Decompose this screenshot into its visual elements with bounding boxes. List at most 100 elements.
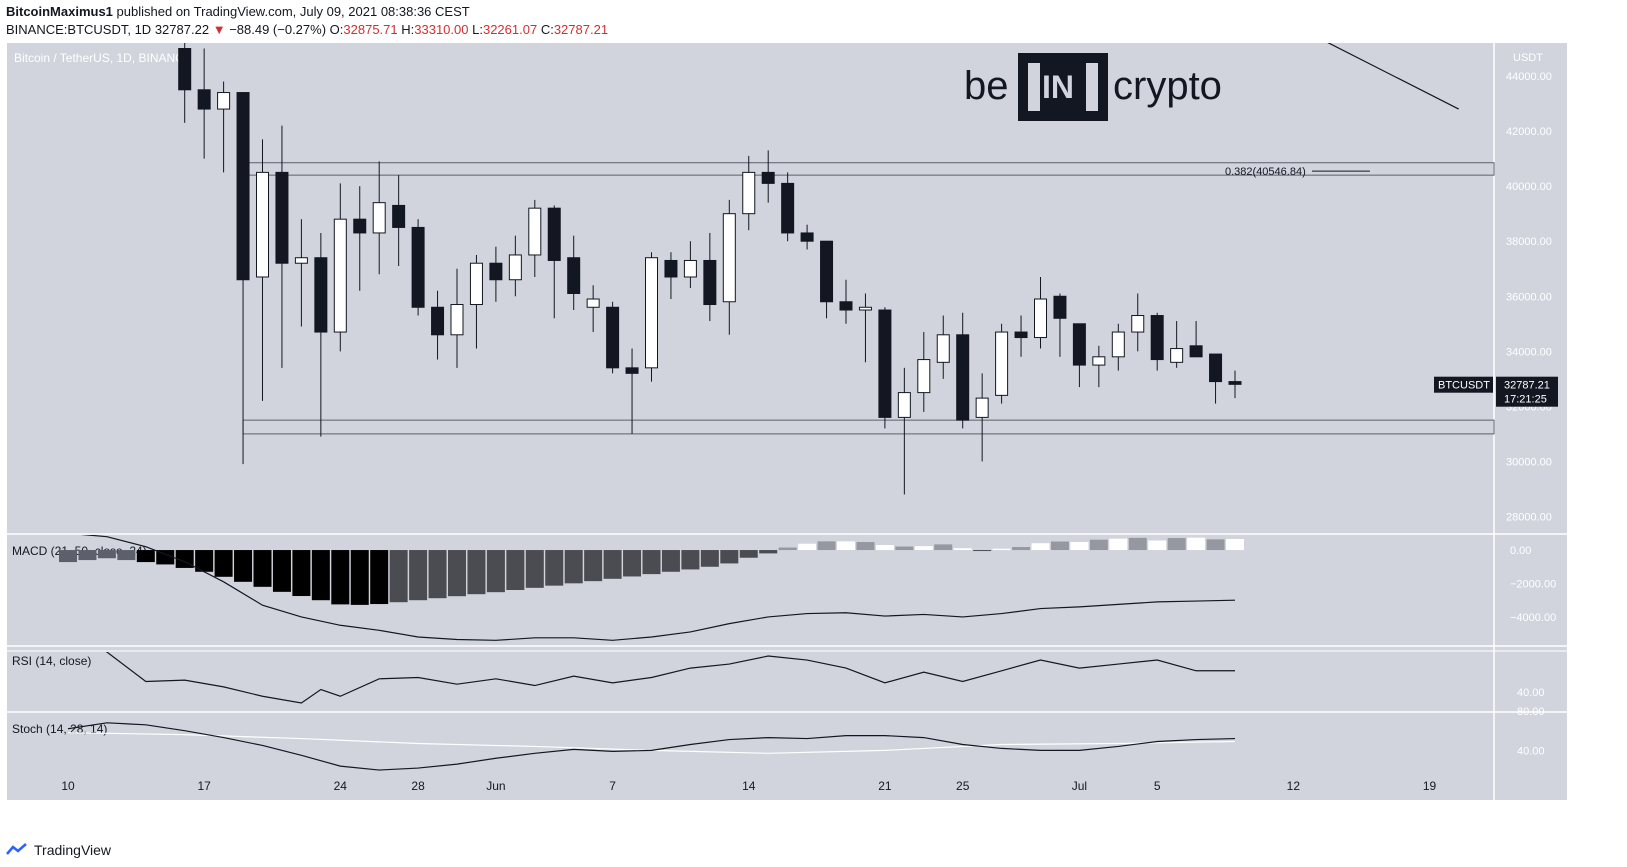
- candle: [878, 307, 892, 429]
- macd-histogram-bar: [195, 550, 214, 572]
- macd-histogram-bar: [1089, 539, 1108, 551]
- candle: [1092, 345, 1106, 388]
- candle: [547, 205, 561, 319]
- x-tick-label: 24: [334, 779, 348, 793]
- open-label: O:: [329, 22, 344, 37]
- candle-body-down: [197, 89, 211, 110]
- fib-label: 0.382(40546.84): [1225, 166, 1306, 178]
- candle: [1053, 293, 1067, 357]
- candle-body-down: [1072, 323, 1086, 366]
- macd-histogram-bar: [778, 547, 797, 551]
- candle: [995, 323, 1009, 404]
- symbol-label: BINANCE:BTCUSDT, 1D: [6, 22, 152, 37]
- macd-histogram-bar: [234, 550, 253, 582]
- price-tick-label: 36000.00: [1506, 291, 1552, 303]
- candle: [508, 235, 522, 297]
- macd-histogram-bar: [1167, 538, 1186, 551]
- macd-histogram-bar: [953, 548, 972, 551]
- price-tick-label: 38000.00: [1506, 236, 1552, 248]
- candle-body-up: [858, 306, 872, 311]
- candle-body-down: [956, 334, 970, 421]
- candle: [236, 92, 250, 465]
- candle-body-up: [683, 259, 697, 278]
- macd-histogram-bar: [1148, 540, 1167, 551]
- logo-be: be: [964, 64, 1009, 108]
- candle-body-down: [761, 171, 775, 184]
- candle: [625, 348, 639, 434]
- candle: [217, 81, 231, 173]
- candle-body-up: [1131, 315, 1145, 333]
- macd-histogram-bar: [895, 546, 914, 551]
- candle-body-down: [878, 309, 892, 418]
- macd-histogram-bar: [798, 543, 817, 551]
- candle-body-down: [664, 259, 678, 278]
- candle-body-down: [781, 182, 795, 234]
- symbol-tag: BTCUSDT: [1438, 380, 1490, 392]
- candle: [1189, 321, 1203, 358]
- macd-histogram-bar: [409, 550, 428, 601]
- macd-histogram-bar: [370, 550, 389, 605]
- macd-histogram-bar: [1012, 547, 1031, 551]
- candle-body-up: [469, 262, 483, 306]
- candle-body-down: [1189, 345, 1203, 358]
- tradingview-brand[interactable]: TradingView: [34, 842, 112, 858]
- price-chart[interactable]: USDT 44000.00 42000.00 40000.00 38000.00 3600…: [0, 0, 1627, 840]
- candle-body-up: [917, 359, 931, 394]
- candle: [1111, 323, 1125, 371]
- candle: [567, 235, 581, 311]
- candle-body-down: [314, 257, 328, 333]
- candle: [820, 240, 834, 319]
- candle-body-up: [333, 218, 347, 333]
- candle-body-down: [353, 218, 367, 234]
- macd-histogram-bar: [389, 550, 408, 603]
- ohlc-bar: BINANCE:BTCUSDT, 1D 32787.22 ▼ −88.49 (−…: [6, 22, 608, 37]
- rsi-line: [105, 652, 1235, 704]
- last-price-tag-bg: [1496, 376, 1558, 407]
- macd-histogram-bar: [448, 550, 466, 597]
- x-tick-label: 19: [1423, 779, 1437, 793]
- candle-body-down: [547, 207, 561, 261]
- candle-body-down: [392, 204, 406, 228]
- candle-body-down: [1150, 315, 1164, 361]
- x-tick-label: 5: [1154, 779, 1161, 793]
- macd-histogram-bar: [136, 550, 155, 563]
- stoch-tick-label: 40.00: [1517, 745, 1545, 757]
- macd-histogram-bar: [253, 550, 272, 587]
- candle: [1131, 293, 1145, 352]
- candle: [839, 279, 853, 324]
- macd-histogram-bar: [292, 550, 311, 597]
- candle-body-down: [606, 306, 620, 369]
- candle-body-up: [372, 202, 386, 234]
- macd-histogram-bar: [97, 550, 116, 559]
- candle-body-down: [411, 226, 425, 308]
- candle-body-up: [528, 207, 542, 256]
- macd-histogram-bar: [1070, 542, 1089, 551]
- macd-histogram-bar: [1187, 537, 1206, 551]
- macd-line: [80, 535, 1236, 641]
- price-tick-label: 40000.00: [1506, 181, 1552, 193]
- x-tick-label: 7: [609, 779, 616, 793]
- candle-body-up: [995, 331, 1009, 396]
- candle-body-down: [1053, 295, 1067, 319]
- macd-histogram-bar: [817, 541, 836, 551]
- candle-body-up: [217, 92, 231, 110]
- candle-body-up: [936, 334, 950, 363]
- candle-body-up: [450, 304, 464, 336]
- macd-histogram-bar: [1128, 537, 1147, 551]
- macd-histogram-bar: [1226, 539, 1244, 551]
- candle: [411, 219, 425, 316]
- candle: [586, 285, 600, 333]
- macd-histogram-bar: [914, 546, 933, 551]
- author-name[interactable]: BitcoinMaximus1: [6, 4, 113, 19]
- macd-histogram-bar: [992, 548, 1011, 551]
- candle-body-up: [1034, 298, 1047, 339]
- candle-body-down: [1014, 331, 1028, 339]
- tradingview-logo-icon[interactable]: [6, 843, 28, 857]
- macd-histogram-bar: [973, 550, 992, 552]
- resistance-line: [1327, 43, 1459, 110]
- macd-histogram-bar: [720, 550, 739, 564]
- candle-body-up: [256, 171, 269, 278]
- stoch-tick-label: 80.00: [1517, 706, 1545, 718]
- macd-histogram-bar: [1109, 538, 1128, 551]
- countdown-tag: 17:21:25: [1504, 394, 1547, 406]
